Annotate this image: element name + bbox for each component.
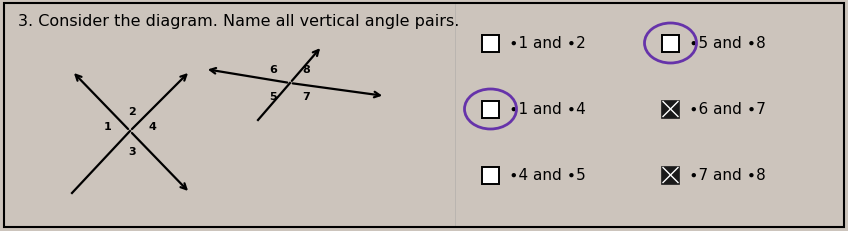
Text: 5: 5 — [269, 92, 276, 102]
Text: ∙5 and ∙8: ∙5 and ∙8 — [689, 36, 766, 51]
Bar — [662, 167, 679, 184]
Text: 8: 8 — [302, 65, 310, 75]
Text: 3: 3 — [128, 146, 136, 156]
Text: ∙6 and ∙7: ∙6 and ∙7 — [689, 102, 766, 117]
Bar — [662, 35, 679, 52]
Text: ∙4 and ∙5: ∙4 and ∙5 — [509, 168, 586, 183]
Text: 2: 2 — [128, 106, 136, 116]
Bar — [482, 101, 499, 118]
Text: 7: 7 — [302, 92, 310, 102]
Bar — [482, 167, 499, 184]
Text: ∙1 and ∙4: ∙1 and ∙4 — [509, 102, 586, 117]
Text: 4: 4 — [148, 122, 156, 131]
Text: ∙1 and ∙2: ∙1 and ∙2 — [509, 36, 586, 51]
Text: ∙7 and ∙8: ∙7 and ∙8 — [689, 168, 766, 183]
Bar — [482, 35, 499, 52]
Text: 1: 1 — [104, 122, 112, 131]
Bar — [662, 101, 679, 118]
Text: 6: 6 — [269, 65, 277, 75]
Text: 3. Consider the diagram. Name all vertical angle pairs.: 3. Consider the diagram. Name all vertic… — [18, 14, 460, 29]
